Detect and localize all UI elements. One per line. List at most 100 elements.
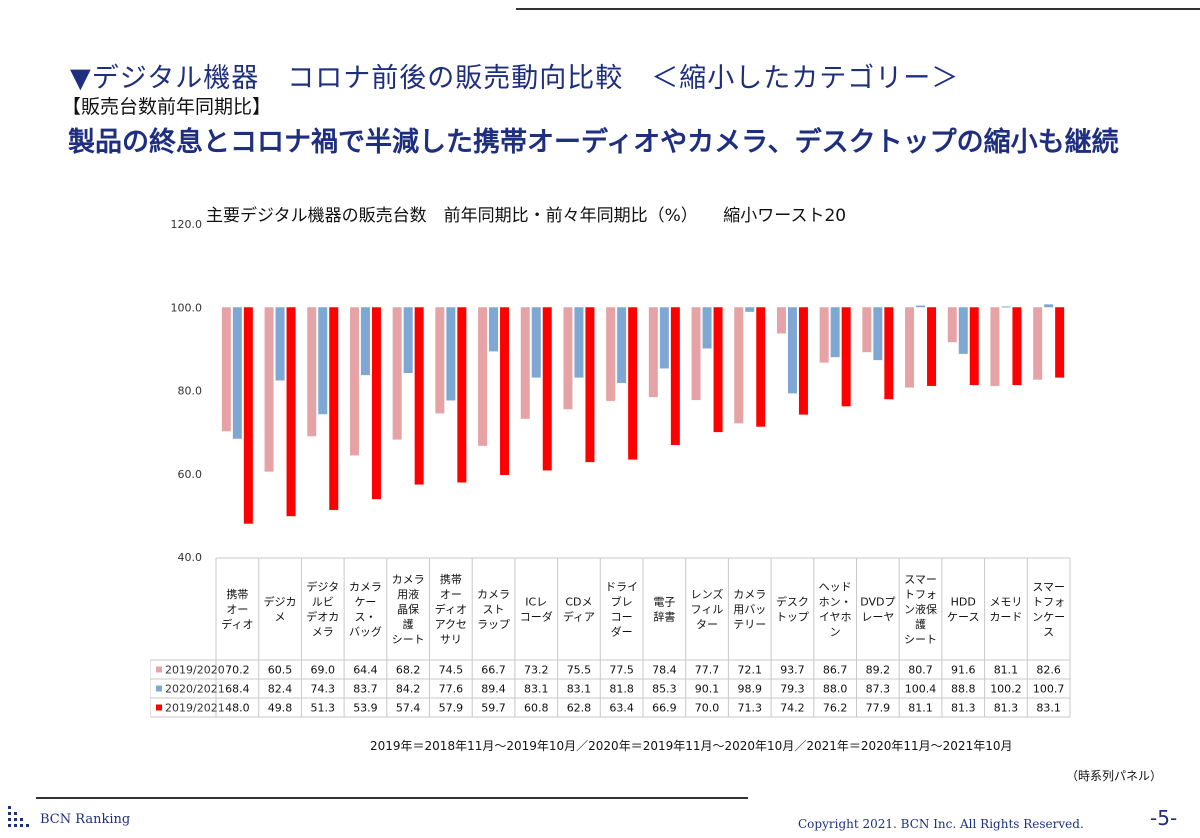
bar-2019-2021 xyxy=(969,307,979,386)
data-value: 83.1 xyxy=(567,683,592,696)
data-value: 83.1 xyxy=(1036,702,1061,715)
panel-note: （時系列パネル） xyxy=(1066,769,1163,783)
bar-2019-2021 xyxy=(414,307,424,485)
category-label: CDメディア xyxy=(563,596,595,624)
category-label: ヘッドホン・イヤホン xyxy=(819,581,852,639)
bar-2020-2021 xyxy=(617,307,627,384)
bar-2020-2021 xyxy=(659,307,669,369)
data-value: 66.9 xyxy=(652,702,677,715)
data-value: 89.4 xyxy=(481,683,506,696)
bar-2019-2020 xyxy=(734,307,744,424)
data-value: 51.3 xyxy=(311,702,336,715)
bcn-logo-icon xyxy=(8,806,29,827)
category-label: DVDプレーヤ xyxy=(860,596,895,624)
data-value: 71.3 xyxy=(738,702,763,715)
bar-2019-2020 xyxy=(606,307,616,401)
bar-2019-2020 xyxy=(478,307,488,446)
bar-2020-2021 xyxy=(958,307,968,354)
bar-2020-2021 xyxy=(702,307,712,349)
data-value: 53.9 xyxy=(353,702,378,715)
top-divider xyxy=(516,8,1200,10)
category-label: カメラストラップ xyxy=(477,588,510,631)
data-value: 86.7 xyxy=(823,664,848,677)
category-label: ドライブレコーダー xyxy=(605,581,638,639)
data-value: 60.5 xyxy=(268,664,293,677)
bar-2020-2021 xyxy=(489,307,499,352)
data-value: 48.0 xyxy=(225,702,250,715)
bar-2019-2021 xyxy=(841,307,851,407)
bar-2020-2021 xyxy=(873,307,883,361)
data-value: 57.9 xyxy=(439,702,464,715)
bar-2019-2021 xyxy=(1055,307,1065,378)
bar-2019-2020 xyxy=(349,307,359,456)
data-value: 83.7 xyxy=(353,683,378,696)
bar-2019-2020 xyxy=(776,307,786,334)
bar-2019-2020 xyxy=(307,307,317,437)
bar-2019-2021 xyxy=(884,307,894,400)
bar-2019-2021 xyxy=(500,307,510,475)
bar-2019-2020 xyxy=(691,307,701,401)
y-tick-label: 100.0 xyxy=(171,301,203,314)
data-value: 68.2 xyxy=(396,664,421,677)
bar-2019-2020 xyxy=(264,307,274,472)
bar-2019-2021 xyxy=(457,307,467,483)
data-value: 90.1 xyxy=(695,683,720,696)
bar-2019-2021 xyxy=(371,307,381,500)
category-label: 電子辞書 xyxy=(653,596,675,624)
category-label: カメラ用液晶保護シート xyxy=(392,573,425,646)
bar-2019-2021 xyxy=(243,307,253,524)
bar-2019-2021 xyxy=(670,307,680,446)
brand-name: BCN Ranking xyxy=(40,812,131,827)
period-footnote: 2019年＝2018年11月～2019年10月／2020年＝2019年11月～2… xyxy=(370,739,1013,753)
data-value: 83.1 xyxy=(524,683,549,696)
data-value: 100.2 xyxy=(990,683,1022,696)
bar-2020-2021 xyxy=(360,307,370,376)
y-tick-label: 60.0 xyxy=(178,468,203,481)
data-value: 85.3 xyxy=(652,683,677,696)
bar-2019-2021 xyxy=(628,307,638,460)
data-value: 76.2 xyxy=(823,702,848,715)
data-value: 70.0 xyxy=(695,702,720,715)
series-name: 2020/2021 xyxy=(165,683,225,696)
bar-2020-2021 xyxy=(745,307,755,312)
data-value: 88.0 xyxy=(823,683,848,696)
data-value: 57.4 xyxy=(396,702,421,715)
data-value: 81.3 xyxy=(994,702,1019,715)
data-value: 77.7 xyxy=(695,664,720,677)
data-value: 59.7 xyxy=(481,702,506,715)
data-value: 60.8 xyxy=(524,702,549,715)
bar-2019-2020 xyxy=(221,307,231,432)
data-value: 82.4 xyxy=(268,683,293,696)
category-label: スマートフォンケース xyxy=(1032,581,1065,639)
category-label: デジカメ xyxy=(264,595,297,624)
bar-2020-2021 xyxy=(787,307,797,394)
bar-2019-2021 xyxy=(927,307,937,386)
bar-2019-2020 xyxy=(905,307,915,388)
data-value: 69.0 xyxy=(311,664,336,677)
bar-2019-2021 xyxy=(329,307,339,510)
data-value: 80.7 xyxy=(908,664,933,677)
data-value: 49.8 xyxy=(268,702,293,715)
bar-2019-2021 xyxy=(585,307,595,463)
data-value: 63.4 xyxy=(609,702,634,715)
bar-2020-2021 xyxy=(232,307,242,439)
data-value: 87.3 xyxy=(866,683,891,696)
data-value: 89.2 xyxy=(866,664,891,677)
y-tick-label: 120.0 xyxy=(171,218,203,231)
data-value: 62.8 xyxy=(567,702,592,715)
bar-2019-2020 xyxy=(947,307,957,343)
data-value: 74.2 xyxy=(780,702,805,715)
data-value: 77.9 xyxy=(866,702,891,715)
bar-2020-2021 xyxy=(531,307,541,378)
data-value: 70.2 xyxy=(225,664,250,677)
category-label: 携帯オーディオ xyxy=(221,587,253,631)
bar-2019-2020 xyxy=(520,307,530,419)
bar-2019-2020 xyxy=(435,307,445,414)
data-value: 88.8 xyxy=(951,683,976,696)
data-value: 72.1 xyxy=(738,664,763,677)
bar-2019-2021 xyxy=(798,307,808,415)
bar-2019-2020 xyxy=(648,307,658,398)
page-number: -5- xyxy=(1150,806,1178,830)
series-name: 2019/2020 xyxy=(165,664,225,677)
bar-2020-2021 xyxy=(574,307,584,378)
